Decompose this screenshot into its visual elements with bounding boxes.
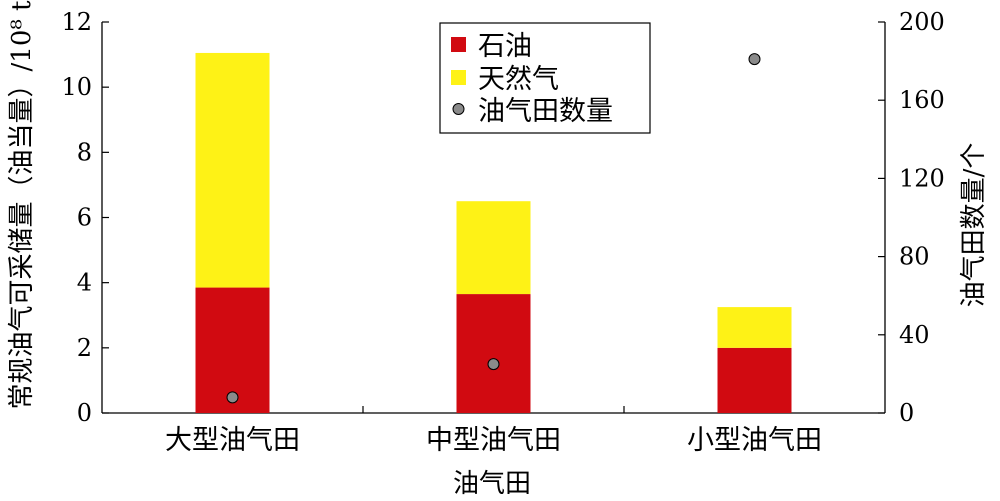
right-tick-label: 200 xyxy=(899,8,945,36)
left-tick-label: 8 xyxy=(77,138,92,166)
bar-oil-2 xyxy=(717,347,792,413)
point-count-0 xyxy=(226,391,239,404)
legend-label-oil: 石油 xyxy=(478,31,532,62)
right-tick-label: 120 xyxy=(899,164,945,192)
right-tick-label: 40 xyxy=(899,321,930,349)
bar-oil-1 xyxy=(456,294,531,413)
left-tick-label: 12 xyxy=(61,8,92,36)
left-axis-ticks: 0 2 4 6 8 10 12 xyxy=(61,8,109,427)
bar-gas-1 xyxy=(456,201,531,295)
data-points xyxy=(226,53,761,404)
right-tick-label: 160 xyxy=(899,86,945,114)
x-tick-label: 小型油气田 xyxy=(687,425,822,456)
left-tick-label: 0 xyxy=(77,399,92,427)
x-tick-label: 中型油气田 xyxy=(426,425,561,456)
legend-label-gas: 天然气 xyxy=(478,64,559,95)
x-axis-title: 油气田 xyxy=(453,469,531,499)
legend-swatch-oil xyxy=(451,37,466,52)
legend-swatch-gas xyxy=(451,70,466,85)
right-axis-title: 油气田数量/个 xyxy=(959,143,989,308)
bar-gas-2 xyxy=(717,307,792,348)
bar-gas-0 xyxy=(195,52,270,288)
legend-label-count: 油气田数量 xyxy=(478,96,613,127)
x-tick-label: 大型油气田 xyxy=(165,425,300,456)
left-tick-label: 4 xyxy=(77,269,92,297)
left-tick-label: 6 xyxy=(77,204,92,232)
point-count-1 xyxy=(487,358,500,371)
left-axis-title: 常规油气可采储量（油当量）/10⁸ t xyxy=(7,0,37,409)
legend: 石油 天然气 油气田数量 xyxy=(439,22,651,134)
bars xyxy=(195,52,792,413)
legend-marker-count xyxy=(452,103,465,115)
left-tick-label: 10 xyxy=(61,73,92,101)
right-tick-label: 80 xyxy=(899,243,930,271)
right-axis-ticks: 0 40 80 120 160 200 xyxy=(878,8,945,427)
x-axis-ticks: 大型油气田 中型油气田 小型油气田 xyxy=(165,406,822,456)
right-tick-label: 0 xyxy=(899,399,914,427)
legend-box xyxy=(439,22,651,134)
left-tick-label: 2 xyxy=(77,334,92,362)
point-count-2 xyxy=(748,53,761,66)
